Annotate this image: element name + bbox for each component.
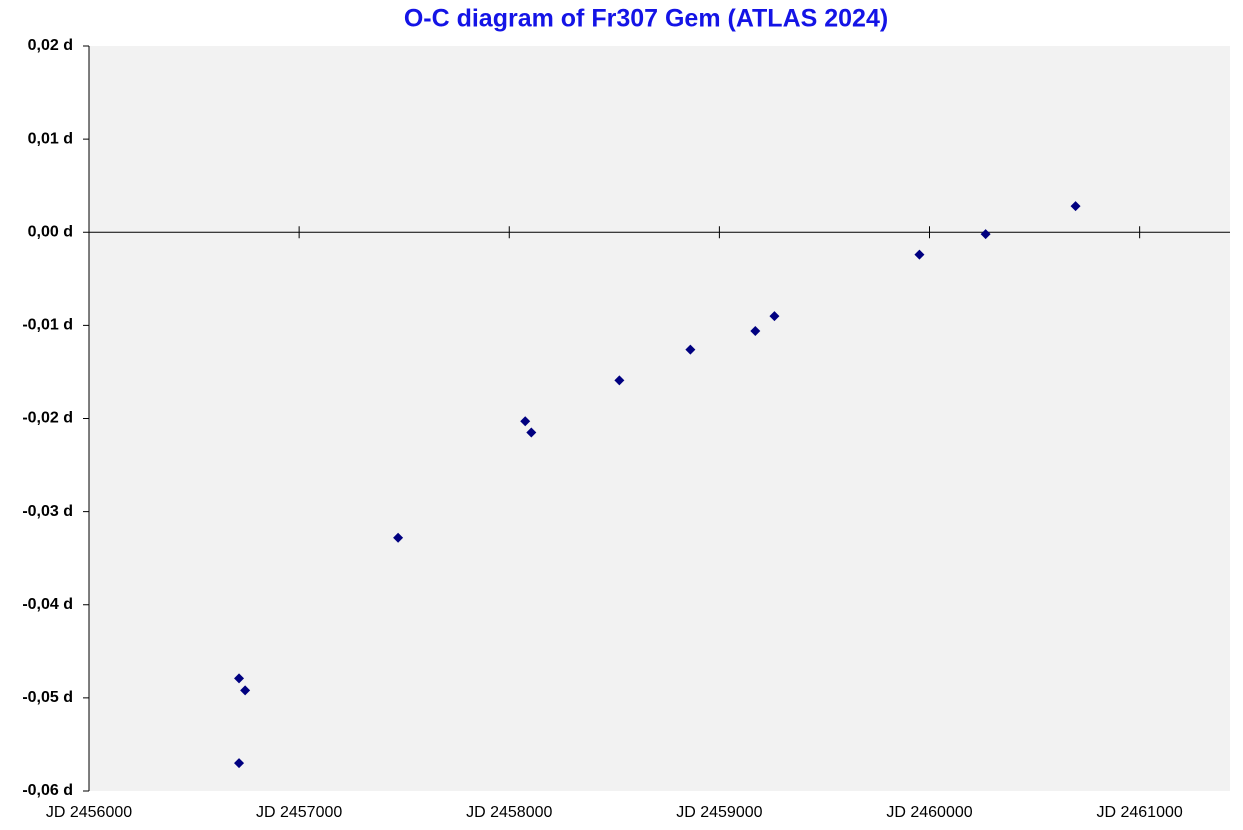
y-tick-label: -0,04 d bbox=[22, 596, 73, 613]
chart-title: O-C diagram of Fr307 Gem (ATLAS 2024) bbox=[404, 5, 888, 33]
data-point bbox=[393, 532, 404, 543]
data-point bbox=[769, 311, 780, 322]
y-tick-label: -0,01 d bbox=[22, 317, 73, 334]
data-point bbox=[1070, 201, 1081, 212]
y-tick-label: 0,00 d bbox=[28, 223, 73, 240]
data-point bbox=[750, 325, 761, 336]
plot-area bbox=[89, 46, 1230, 791]
data-point bbox=[980, 229, 991, 240]
y-tick-label: -0,05 d bbox=[22, 689, 73, 706]
x-tick-label: JD 2460000 bbox=[886, 804, 972, 821]
data-point bbox=[234, 758, 245, 769]
y-tick-label: 0,02 d bbox=[28, 37, 73, 54]
data-point bbox=[240, 685, 251, 696]
data-point bbox=[234, 673, 245, 684]
data-point bbox=[685, 344, 696, 355]
x-tick-label: JD 2461000 bbox=[1096, 804, 1182, 821]
x-tick-label: JD 2458000 bbox=[466, 804, 552, 821]
data-point bbox=[526, 427, 537, 438]
data-point bbox=[520, 416, 531, 427]
y-tick-label: -0,02 d bbox=[22, 410, 73, 427]
data-point bbox=[914, 249, 925, 260]
x-tick-label: JD 2459000 bbox=[676, 804, 762, 821]
x-tick-label: JD 2457000 bbox=[256, 804, 342, 821]
y-tick-label: 0,01 d bbox=[28, 130, 73, 147]
data-point bbox=[614, 375, 625, 386]
x-tick-label: JD 2456000 bbox=[46, 804, 132, 821]
y-tick-label: -0,03 d bbox=[22, 503, 73, 520]
y-tick-label: -0,06 d bbox=[22, 782, 73, 799]
